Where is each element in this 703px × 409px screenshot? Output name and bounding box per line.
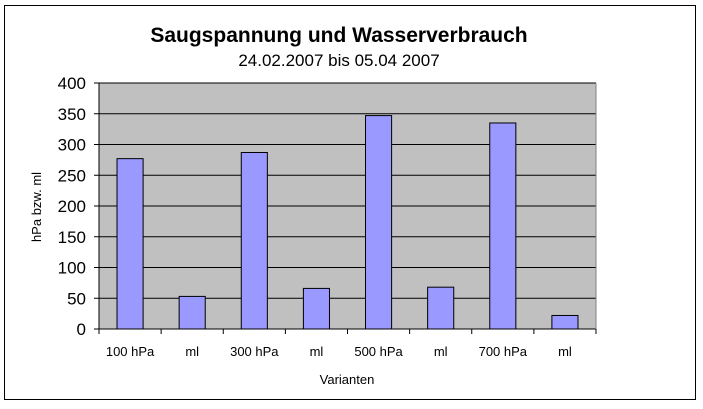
- x-tick-label: ml: [434, 344, 448, 359]
- chart-title: Saugspannung und Wasserverbrauch: [150, 24, 527, 47]
- bar: [427, 286, 455, 330]
- bar: [489, 122, 517, 330]
- y-tick-label: 0: [77, 320, 86, 339]
- y-tick-label: 400: [58, 74, 86, 93]
- y-tick-label: 250: [58, 166, 86, 185]
- x-tick-label: 700 hPa: [479, 344, 528, 359]
- y-tick-label: 300: [58, 136, 86, 155]
- x-tick-label: 300 hPa: [230, 344, 279, 359]
- chart-subtitle: 24.02.2007 bis 05.04 2007: [238, 51, 439, 70]
- x-tick-label: ml: [185, 344, 199, 359]
- bar: [178, 295, 206, 330]
- x-tick-labels: 100 hPa ml 300 hPa ml 500 hPa ml 700 hPa ml: [106, 344, 572, 359]
- bar: [240, 151, 268, 330]
- bar: [116, 158, 144, 330]
- x-tick-label: ml: [558, 344, 572, 359]
- x-tick-label: 100 hPa: [106, 344, 155, 359]
- bar: [302, 287, 330, 330]
- x-tick-label: 500 hPa: [354, 344, 403, 359]
- y-axis-label: hPa bzw. ml: [29, 172, 44, 242]
- y-tick-labels: 0 50 100 150 200 250 300 350 400: [58, 74, 86, 339]
- y-tick-label: 100: [58, 259, 86, 278]
- y-tick-label: 200: [58, 197, 86, 216]
- y-tick-label: 350: [58, 105, 86, 124]
- y-tick-label: 150: [58, 228, 86, 247]
- bars: [116, 115, 579, 330]
- bar: [365, 115, 393, 330]
- y-tick-label: 50: [67, 289, 86, 308]
- x-tick-label: ml: [310, 344, 324, 359]
- x-axis-label: Varianten: [320, 372, 375, 387]
- bar: [551, 314, 579, 330]
- axes: [94, 82, 597, 334]
